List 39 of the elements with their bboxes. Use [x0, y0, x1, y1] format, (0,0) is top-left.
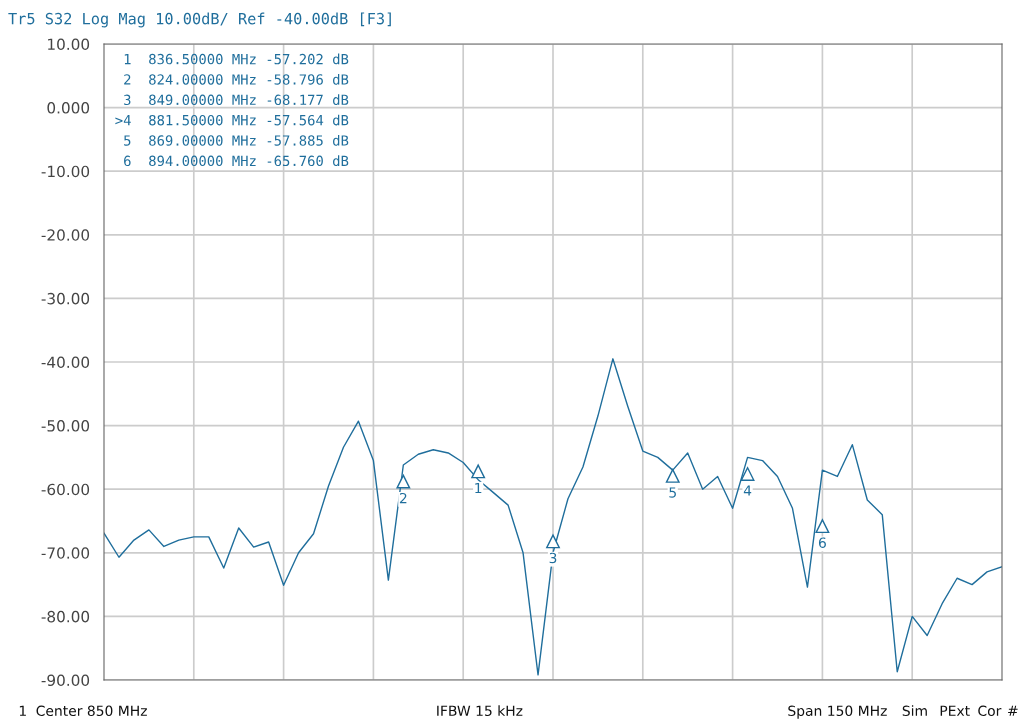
y-tick-label: -50.00 [41, 420, 90, 432]
annotation: 3 849.00000 MHz -68.177 dB [124, 94, 349, 106]
y-tick-label: -10.00 [41, 165, 90, 178]
y-tick-label: -40.00 [41, 356, 90, 369]
annotation: >4 881.50000 MHz -57.564 dB [115, 114, 349, 126]
y-tick-label: -30.00 [41, 292, 90, 305]
y-tick-label: -90.00 [41, 674, 90, 687]
text: Sim [902, 705, 927, 717]
annotation: 2 [399, 492, 407, 504]
text: Cor [978, 705, 1002, 717]
y-tick-label: -60.00 [41, 483, 90, 496]
text: # [1008, 705, 1018, 716]
annotation: 6 [818, 537, 826, 548]
point [396, 474, 411, 489]
annotation: 3 [549, 552, 557, 564]
annotation: 5 869.00000 MHz -57.885 dB [124, 135, 349, 146]
annotation: 1 [475, 482, 482, 494]
annotation: 5 [669, 487, 676, 498]
chart-title: Tr5 S32 Log Mag 10.00dB/ Ref -40.00dB [F3] [8, 12, 391, 28]
annotation: 6 894.00000 MHz -65.760 dB [124, 155, 349, 167]
point [815, 519, 830, 534]
text: 1 [19, 705, 26, 716]
y-tick-label: -80.00 [41, 610, 90, 623]
text: PExt [940, 705, 970, 716]
text: IFBW 15 kHz [437, 705, 523, 717]
y-tick-label: -70.00 [41, 547, 90, 559]
y-tick-label: 0.000 [47, 102, 90, 114]
y-tick-label: -20.00 [41, 229, 90, 241]
point [740, 466, 755, 481]
text: Span 150 MHz [788, 705, 887, 719]
line-series [104, 358, 1002, 676]
point [546, 534, 560, 549]
text: Center 850 MHz [36, 705, 147, 717]
y-tick-label: 10.00 [48, 38, 90, 51]
annotation: 4 [743, 485, 752, 496]
point [665, 468, 680, 483]
point [471, 464, 486, 479]
annotation: 2 824.00000 MHz -58.796 dB [124, 73, 349, 85]
annotation: 1 836.50000 MHz -57.202 dB [124, 53, 349, 65]
